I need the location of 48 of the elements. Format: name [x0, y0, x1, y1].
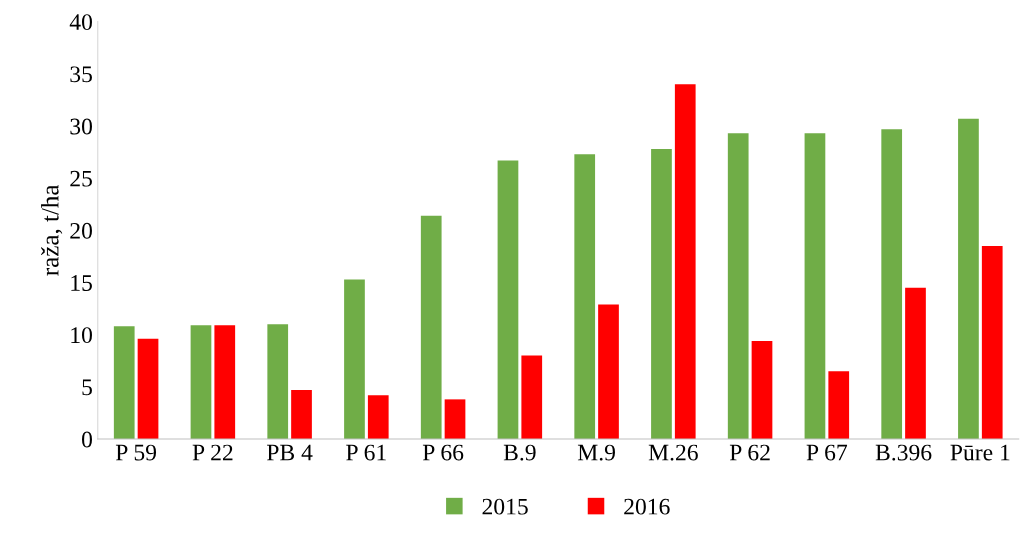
x-tick-label: P 59: [115, 444, 157, 461]
bar: [905, 287, 926, 440]
x-tick-label: Pūre 1: [950, 444, 1010, 461]
y-tick-label: 10: [71, 327, 92, 344]
bar: [190, 325, 212, 440]
bar: [598, 304, 619, 440]
x-tick-label: B.9: [503, 444, 536, 461]
y-axis-title: raža, t/ha: [41, 184, 63, 276]
bar: [804, 133, 826, 440]
bar: [881, 129, 903, 440]
legend-label: 2016: [624, 498, 670, 515]
y-tick-label: 30: [70, 118, 92, 135]
y-tick-label: 35: [70, 66, 92, 83]
bar: [214, 325, 236, 440]
bar: [674, 84, 696, 440]
bar: [727, 133, 749, 440]
x-tick-label: P 62: [729, 444, 770, 461]
bar: [521, 355, 543, 440]
bar: [113, 326, 135, 440]
legend-label: 2015: [482, 498, 528, 515]
bar: [267, 324, 289, 440]
y-tick-label: 20: [70, 222, 92, 239]
x-tick-label: PB 4: [267, 444, 313, 461]
bar: [291, 389, 312, 440]
bar: [751, 340, 773, 440]
x-tick-label: P 67: [806, 444, 848, 461]
y-tick-label: 25: [70, 170, 92, 187]
x-tick-label: P 61: [346, 444, 386, 461]
x-tick-label: M.9: [577, 444, 615, 461]
y-tick-label: 0: [81, 431, 92, 448]
x-tick-label: B.396: [875, 444, 932, 461]
x-tick-label: M.26: [648, 444, 698, 461]
x-tick-label: P 66: [422, 444, 464, 461]
bar: [651, 148, 672, 440]
bar: [444, 399, 466, 440]
bar: [828, 371, 850, 440]
bar: [420, 215, 442, 440]
bar: [574, 154, 596, 440]
y-tick-label: 15: [71, 275, 92, 291]
bar: [137, 338, 159, 440]
bar: [981, 246, 1003, 440]
bar: [344, 279, 365, 440]
y-tick-label: 5: [82, 379, 92, 396]
y-tick-label: 40: [69, 14, 92, 31]
bar: [367, 395, 389, 440]
bar: [497, 160, 519, 440]
bar: [958, 118, 979, 440]
x-tick-label: P 22: [192, 444, 233, 461]
